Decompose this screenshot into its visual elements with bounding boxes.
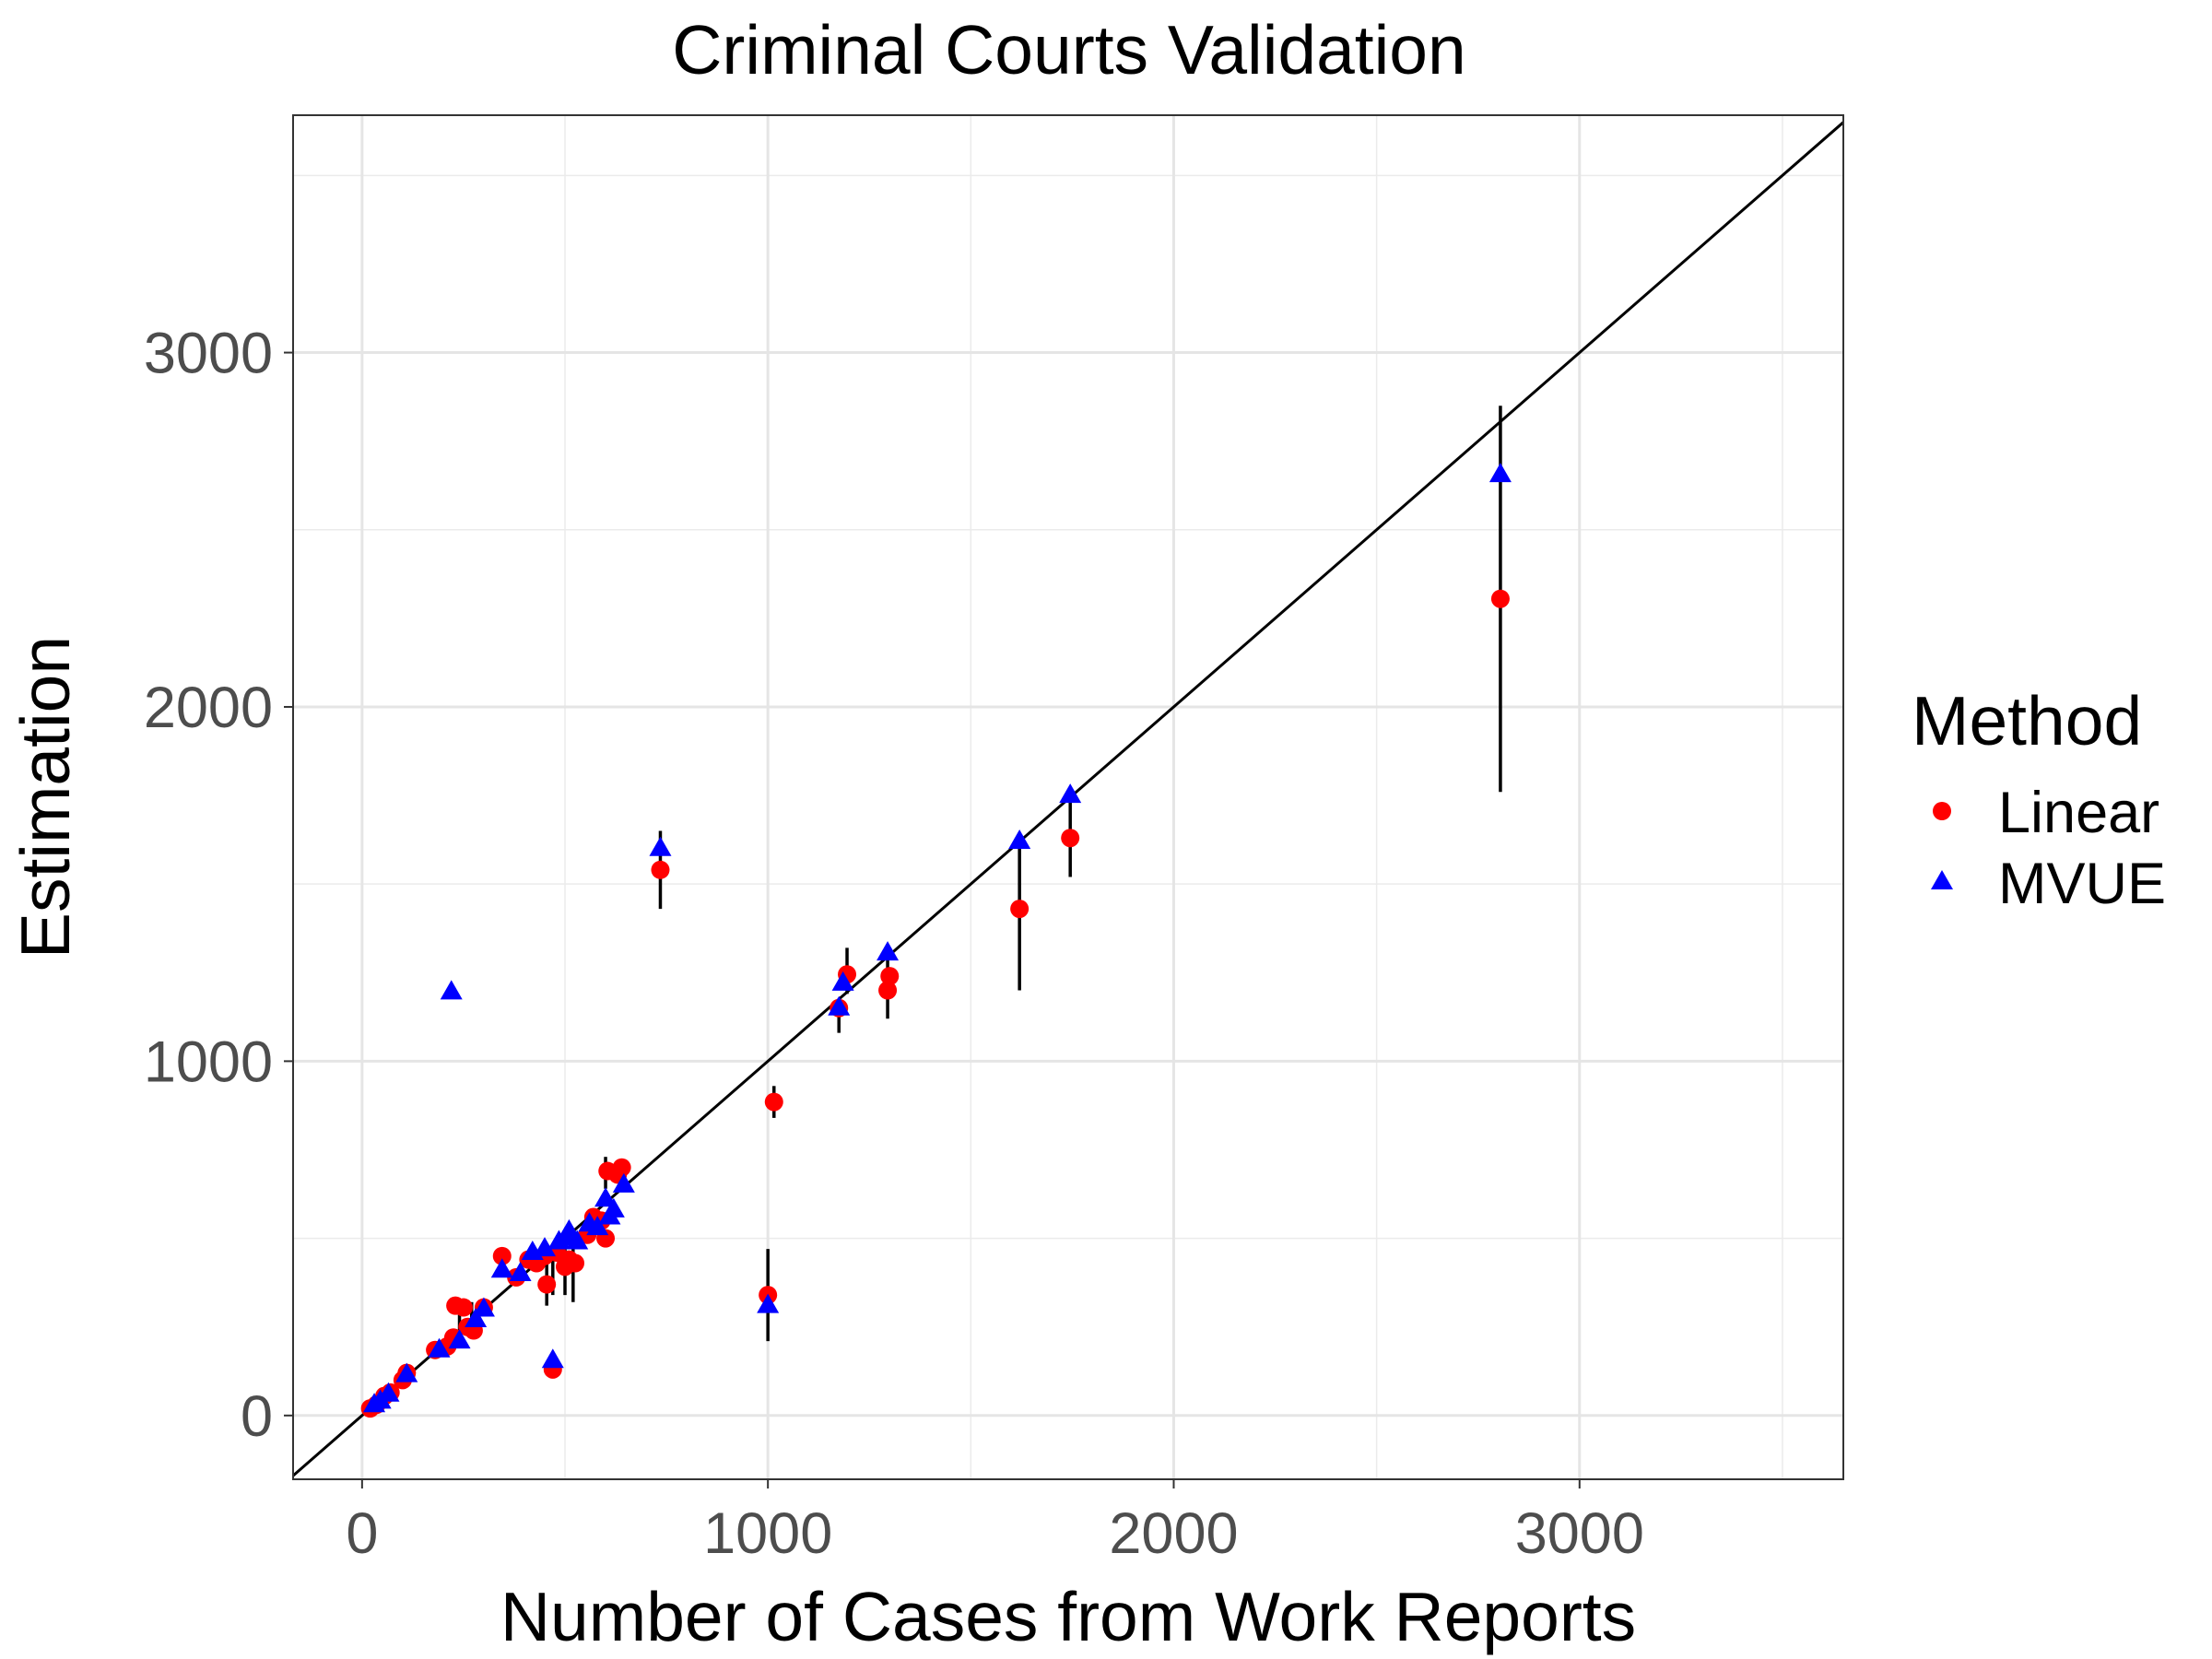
data-point-mvue <box>465 1308 488 1328</box>
series-mvue <box>363 463 1512 1413</box>
y-tick-label: 3000 <box>144 322 273 386</box>
data-point-linear <box>764 1092 783 1112</box>
y-axis-title: Estimation <box>6 636 84 959</box>
data-point-linear <box>651 860 670 879</box>
data-point-mvue <box>649 836 672 856</box>
data-point-linear <box>878 981 898 1000</box>
data-point-mvue <box>558 1218 581 1239</box>
data-point-mvue <box>448 1329 471 1349</box>
x-axis-title: Number of Cases from Work Reports <box>500 1578 1636 1655</box>
y-tick-label: 2000 <box>144 676 273 740</box>
data-point-linear <box>1490 589 1510 608</box>
data-point-linear <box>612 1158 631 1177</box>
legend: Method Linear MVUE <box>1912 682 2166 916</box>
y-axis: 0 1000 2000 3000 <box>144 322 293 1449</box>
legend-label-mvue: MVUE <box>1998 852 2166 916</box>
data-point-mvue <box>831 971 854 991</box>
data-point-linear <box>1061 829 1080 848</box>
data-point-mvue <box>828 995 851 1016</box>
legend-marker-mvue <box>1931 870 1953 889</box>
data-point-mvue <box>541 1348 564 1369</box>
data-point-linear <box>880 967 900 986</box>
data-point-mvue <box>602 1197 625 1218</box>
legend-label-linear: Linear <box>1998 781 2159 845</box>
data-point-mvue <box>757 1293 780 1313</box>
data-point-linear <box>492 1246 512 1265</box>
data-point-mvue <box>472 1297 495 1317</box>
data-point-linear <box>537 1275 557 1294</box>
legend-marker-linear <box>1933 802 1951 820</box>
data-point-mvue <box>428 1337 451 1358</box>
y-tick-label: 1000 <box>144 1030 273 1094</box>
data-point-linear <box>1010 900 1030 919</box>
x-tick-label: 0 <box>346 1501 378 1566</box>
data-point-linear <box>453 1298 473 1317</box>
data-point-mvue <box>566 1230 589 1250</box>
data-point-mvue <box>509 1262 532 1282</box>
data-point-mvue <box>586 1216 609 1236</box>
x-axis: 0 1000 2000 3000 <box>346 1479 1644 1566</box>
plot-border <box>292 114 1844 1480</box>
data-point-mvue <box>1059 783 1082 804</box>
data-point-mvue <box>1008 830 1031 850</box>
x-tick-label: 3000 <box>1515 1501 1644 1566</box>
data-point-mvue <box>533 1237 556 1257</box>
legend-title: Method <box>1912 682 2142 759</box>
data-point-mvue <box>395 1362 418 1382</box>
data-point-mvue <box>490 1258 513 1278</box>
data-point-mvue <box>877 941 900 961</box>
data-point-linear <box>566 1253 585 1273</box>
chart-title: Criminal Courts Validation <box>672 11 1465 88</box>
data-point-mvue <box>1488 463 1512 483</box>
y-tick-label: 0 <box>241 1384 273 1449</box>
data-point-mvue <box>377 1382 400 1402</box>
data-point-mvue <box>594 1187 618 1207</box>
data-point-mvue <box>440 980 463 1000</box>
x-tick-label: 2000 <box>1109 1501 1238 1566</box>
data-point-mvue <box>612 1172 635 1193</box>
x-tick-label: 1000 <box>703 1501 832 1566</box>
